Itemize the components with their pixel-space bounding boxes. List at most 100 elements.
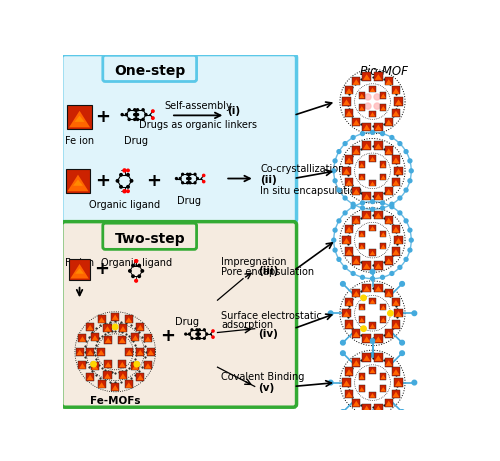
- Polygon shape: [68, 175, 88, 191]
- Circle shape: [398, 266, 402, 269]
- Polygon shape: [358, 243, 365, 249]
- Circle shape: [128, 270, 131, 272]
- Polygon shape: [343, 169, 350, 174]
- Polygon shape: [370, 299, 376, 304]
- Circle shape: [198, 333, 200, 335]
- Polygon shape: [359, 175, 364, 180]
- Circle shape: [390, 136, 394, 139]
- Polygon shape: [342, 309, 350, 318]
- Polygon shape: [363, 74, 370, 80]
- Circle shape: [120, 174, 122, 176]
- Polygon shape: [352, 331, 360, 337]
- Polygon shape: [374, 337, 382, 342]
- Polygon shape: [352, 218, 360, 224]
- Polygon shape: [374, 143, 382, 149]
- Polygon shape: [119, 324, 127, 332]
- Polygon shape: [358, 316, 365, 323]
- Polygon shape: [342, 97, 350, 106]
- Polygon shape: [120, 326, 126, 331]
- Circle shape: [374, 94, 380, 100]
- Polygon shape: [136, 372, 144, 381]
- Polygon shape: [385, 79, 392, 85]
- Polygon shape: [369, 392, 376, 398]
- Polygon shape: [380, 94, 386, 98]
- Circle shape: [196, 337, 198, 339]
- Polygon shape: [359, 245, 364, 249]
- Text: Bio-MOF: Bio-MOF: [360, 65, 408, 77]
- Circle shape: [198, 337, 200, 339]
- Polygon shape: [126, 348, 134, 356]
- Circle shape: [152, 117, 154, 119]
- Text: One-step: One-step: [114, 64, 186, 78]
- Polygon shape: [104, 360, 112, 368]
- Polygon shape: [87, 350, 94, 355]
- Circle shape: [189, 182, 191, 184]
- Polygon shape: [144, 361, 152, 369]
- Polygon shape: [374, 123, 382, 131]
- Polygon shape: [104, 336, 112, 343]
- Polygon shape: [132, 335, 139, 341]
- Circle shape: [374, 103, 380, 109]
- Circle shape: [404, 219, 408, 223]
- Polygon shape: [394, 378, 403, 387]
- Polygon shape: [374, 142, 382, 150]
- Polygon shape: [358, 161, 365, 168]
- Circle shape: [176, 177, 178, 179]
- Circle shape: [194, 173, 196, 175]
- Polygon shape: [132, 333, 140, 341]
- Polygon shape: [385, 189, 392, 195]
- Circle shape: [370, 269, 375, 274]
- Polygon shape: [370, 369, 376, 373]
- Circle shape: [194, 182, 196, 184]
- Circle shape: [337, 150, 341, 154]
- Polygon shape: [369, 86, 376, 93]
- Circle shape: [186, 182, 188, 184]
- Polygon shape: [86, 348, 94, 356]
- Circle shape: [191, 337, 193, 339]
- Circle shape: [390, 202, 394, 206]
- Circle shape: [408, 159, 412, 163]
- Polygon shape: [358, 373, 365, 380]
- Circle shape: [370, 339, 375, 343]
- Circle shape: [134, 109, 136, 111]
- Circle shape: [128, 118, 130, 120]
- Polygon shape: [120, 373, 126, 379]
- Polygon shape: [345, 320, 354, 329]
- Circle shape: [186, 177, 188, 179]
- Circle shape: [340, 340, 345, 345]
- Circle shape: [343, 142, 347, 146]
- Polygon shape: [362, 142, 371, 150]
- Polygon shape: [359, 318, 364, 322]
- Polygon shape: [98, 350, 104, 355]
- Polygon shape: [345, 298, 354, 306]
- Circle shape: [126, 190, 129, 193]
- Polygon shape: [392, 227, 400, 232]
- Polygon shape: [369, 298, 376, 304]
- Polygon shape: [76, 350, 83, 355]
- Circle shape: [189, 177, 191, 179]
- Circle shape: [410, 169, 413, 173]
- Text: Drug: Drug: [124, 136, 148, 146]
- Text: Co-crystallization: Co-crystallization: [260, 164, 344, 174]
- Circle shape: [365, 94, 371, 100]
- Text: Two-step: Two-step: [115, 231, 186, 246]
- Polygon shape: [384, 216, 393, 224]
- Circle shape: [134, 361, 140, 367]
- Polygon shape: [345, 108, 354, 117]
- Circle shape: [328, 380, 333, 385]
- Polygon shape: [392, 180, 400, 186]
- Polygon shape: [104, 372, 112, 379]
- Text: Fe ion: Fe ion: [65, 136, 94, 146]
- Polygon shape: [119, 362, 126, 367]
- Polygon shape: [343, 311, 350, 317]
- Polygon shape: [380, 304, 386, 310]
- Polygon shape: [359, 106, 364, 111]
- Polygon shape: [352, 360, 360, 366]
- Polygon shape: [362, 211, 371, 219]
- Polygon shape: [374, 353, 382, 361]
- Text: +: +: [96, 172, 110, 190]
- Circle shape: [360, 201, 364, 205]
- Polygon shape: [132, 364, 139, 370]
- Circle shape: [351, 136, 355, 139]
- Polygon shape: [385, 360, 392, 366]
